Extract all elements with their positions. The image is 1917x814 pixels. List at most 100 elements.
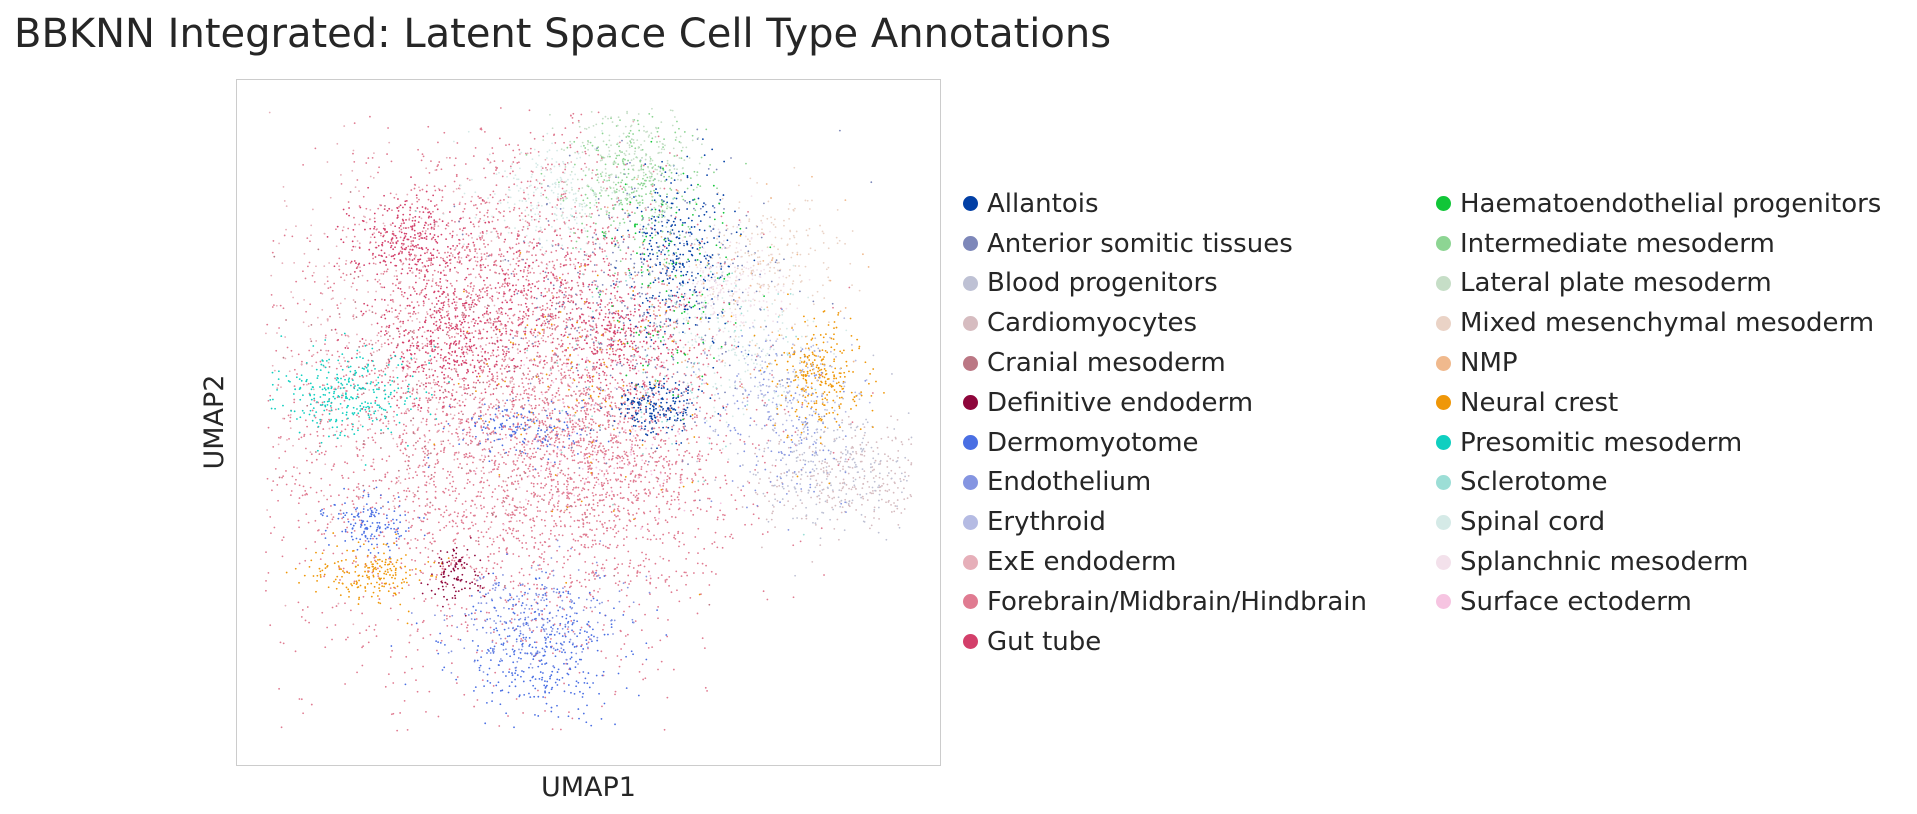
scatter-point [548, 374, 551, 377]
scatter-point [556, 453, 558, 455]
scatter-point [434, 189, 437, 192]
scatter-point [474, 303, 477, 305]
scatter-point [632, 494, 635, 497]
scatter-point [693, 413, 696, 415]
scatter-point [518, 148, 521, 151]
scatter-point [576, 410, 579, 412]
scatter-point [433, 466, 436, 469]
scatter-point [473, 324, 475, 327]
scatter-point [430, 597, 433, 599]
scatter-point [479, 217, 482, 220]
scatter-point [613, 508, 616, 511]
scatter-point [367, 428, 369, 431]
scatter-point [503, 360, 505, 362]
scatter-point [575, 212, 577, 215]
scatter-point [577, 423, 579, 426]
scatter-point [500, 311, 503, 314]
scatter-point [330, 468, 333, 471]
scatter-point [377, 171, 379, 174]
scatter-point [512, 252, 515, 255]
scatter-point [358, 519, 361, 522]
scatter-point [435, 204, 438, 206]
scatter-point [460, 298, 462, 300]
scatter-point [580, 168, 583, 170]
scatter-point [331, 638, 333, 641]
scatter-point [528, 251, 530, 253]
scatter-point [437, 460, 440, 463]
scatter-point [542, 437, 545, 439]
scatter-point [473, 366, 476, 369]
scatter-point [714, 531, 717, 534]
scatter-point [561, 133, 564, 136]
scatter-point [353, 580, 356, 583]
scatter-point [579, 270, 581, 273]
scatter-point [416, 440, 419, 443]
scatter-point [558, 289, 561, 292]
scatter-point [533, 447, 536, 450]
scatter-point [564, 195, 567, 198]
scatter-point [629, 580, 632, 583]
scatter-point [673, 534, 676, 537]
scatter-point [473, 225, 476, 228]
scatter-point [614, 294, 616, 297]
scatter-point [627, 499, 630, 502]
scatter-point [621, 480, 624, 483]
scatter-point [702, 572, 704, 574]
scatter-point [499, 433, 502, 436]
scatter-point [476, 295, 479, 298]
scatter-point [488, 406, 491, 409]
scatter-point [586, 369, 589, 372]
scatter-point [615, 439, 618, 442]
scatter-point [445, 296, 447, 299]
scatter-point [533, 495, 535, 498]
scatter-point [457, 332, 460, 335]
scatter-point [465, 247, 468, 249]
scatter-point [582, 437, 585, 440]
scatter-point [678, 486, 681, 489]
scatter-point [458, 298, 461, 300]
scatter-point [510, 575, 513, 577]
scatter-point [504, 358, 507, 361]
scatter-point [595, 309, 598, 311]
scatter-point [656, 480, 659, 483]
scatter-point [513, 446, 516, 449]
scatter-point [628, 513, 630, 516]
scatter-point [537, 472, 540, 475]
scatter-point [475, 293, 477, 296]
scatter-point [445, 412, 448, 415]
scatter-point [510, 475, 513, 478]
scatter-point [610, 364, 612, 367]
scatter-point [520, 304, 523, 306]
scatter-point [448, 156, 451, 159]
scatter-point [389, 375, 392, 378]
scatter-point [588, 388, 591, 391]
scatter-point [603, 522, 606, 524]
scatter-point [502, 295, 505, 298]
scatter-point [553, 623, 556, 626]
scatter-point [439, 354, 442, 356]
scatter-point [570, 516, 572, 518]
scatter-point [473, 256, 476, 258]
scatter-point [621, 388, 624, 391]
scatter-point [597, 111, 600, 114]
scatter-point [369, 352, 372, 355]
scatter-point [563, 405, 566, 408]
scatter-point [571, 286, 574, 289]
scatter-point [550, 399, 553, 401]
scatter-point [558, 533, 560, 536]
scatter-point [479, 290, 482, 293]
scatter-point [617, 530, 620, 533]
scatter-point [512, 399, 515, 402]
scatter-point [641, 345, 644, 348]
scatter-point [596, 403, 599, 406]
scatter-point [596, 451, 599, 454]
scatter-point [433, 356, 436, 359]
scatter-point [584, 401, 587, 404]
scatter-point [447, 321, 450, 324]
scatter-point [586, 298, 588, 300]
scatter-point [569, 492, 572, 494]
scatter-point [455, 279, 458, 282]
scatter-point [647, 646, 650, 649]
scatter-point [446, 382, 448, 385]
scatter-point [314, 416, 317, 419]
